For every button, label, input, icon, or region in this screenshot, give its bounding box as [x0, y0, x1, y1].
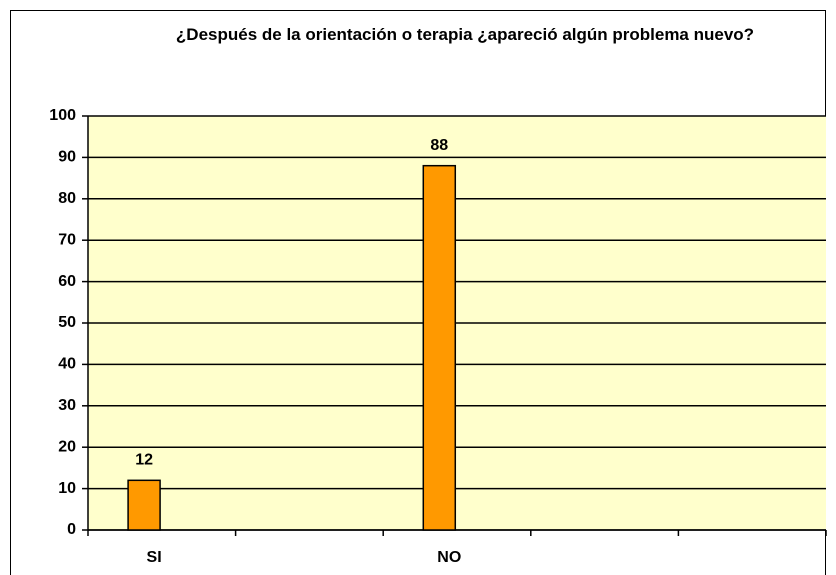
y-tick-label: 90 — [58, 149, 76, 166]
y-tick-label: 30 — [58, 397, 76, 414]
y-tick-label: 80 — [58, 190, 76, 207]
y-tick-label: 50 — [58, 314, 76, 331]
data-label: 88 — [430, 137, 448, 154]
y-tick-label: 100 — [49, 107, 76, 124]
y-tick-label: 70 — [58, 231, 76, 248]
x-tick-label: SI — [147, 549, 162, 566]
y-tick-label: 60 — [58, 273, 76, 290]
y-tick-label: 10 — [58, 480, 76, 497]
y-tick-label: 0 — [67, 521, 76, 538]
chart-title: ¿Después de la orientación o terapia ¿ap… — [175, 25, 755, 44]
data-label: 12 — [135, 452, 153, 469]
bar — [422, 164, 457, 531]
x-tick-label: NO — [437, 549, 461, 566]
y-tick-label: 20 — [58, 438, 76, 455]
y-tick-label: 40 — [58, 356, 76, 373]
bar — [127, 479, 161, 531]
